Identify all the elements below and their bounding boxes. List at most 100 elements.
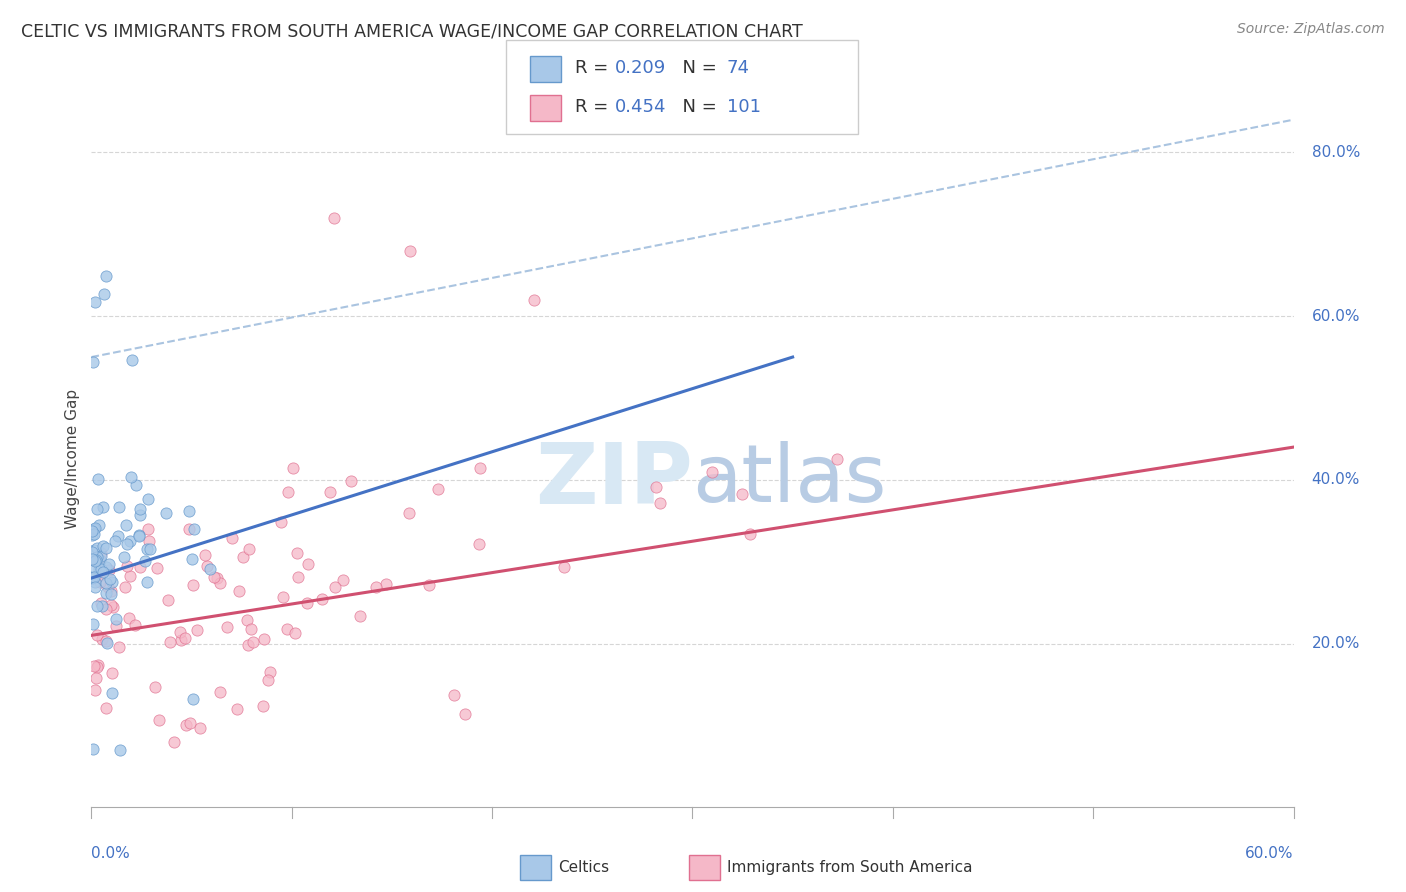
Point: [101, 665, 124, 680]
Point: [107, 529, 129, 543]
Point: [323, 211, 346, 225]
Point: [125, 478, 148, 492]
Point: [163, 735, 186, 749]
Point: [136, 491, 159, 506]
Point: [236, 614, 259, 628]
Point: [97, 557, 120, 571]
Text: CELTIC VS IMMIGRANTS FROM SOUTH AMERICA WAGE/INCOME GAP CORRELATION CHART: CELTIC VS IMMIGRANTS FROM SOUTH AMERICA …: [21, 22, 803, 40]
Text: R =: R =: [575, 98, 614, 116]
Point: [87, 562, 110, 576]
Point: [82, 570, 104, 584]
Point: [177, 503, 200, 517]
Point: [100, 598, 122, 612]
Point: [83, 522, 105, 536]
Point: [270, 515, 292, 529]
Point: [94, 586, 117, 600]
Point: [252, 699, 274, 714]
Point: [118, 533, 141, 548]
Point: [96, 576, 118, 591]
Point: [136, 541, 159, 556]
Point: [115, 559, 138, 574]
Point: [108, 500, 131, 514]
Point: [94, 541, 117, 556]
Point: [349, 609, 371, 624]
Point: [101, 686, 124, 700]
Point: [84, 553, 107, 567]
Point: [311, 592, 333, 607]
Point: [84, 520, 107, 534]
Point: [93, 286, 115, 301]
Point: [208, 575, 231, 590]
Point: [87, 552, 110, 566]
Point: [738, 526, 761, 541]
Point: [271, 590, 294, 604]
Point: [180, 551, 202, 566]
Point: [221, 532, 243, 546]
Point: [91, 632, 114, 647]
Point: [91, 500, 114, 515]
Point: [86, 657, 108, 672]
Point: [470, 460, 492, 475]
Point: [108, 743, 131, 757]
Text: ZIP: ZIP: [534, 439, 692, 522]
Point: [454, 707, 477, 722]
Point: [259, 665, 281, 679]
Point: [181, 578, 204, 592]
Point: [87, 518, 110, 533]
Point: [82, 571, 104, 585]
Point: [398, 244, 420, 258]
Point: [82, 552, 104, 566]
Point: [90, 596, 112, 610]
Point: [89, 574, 111, 589]
Text: R =: R =: [575, 59, 614, 77]
Point: [83, 543, 105, 558]
Point: [225, 702, 247, 716]
Point: [82, 742, 104, 756]
Point: [398, 506, 420, 520]
Point: [418, 578, 440, 592]
Point: [84, 671, 107, 685]
Point: [86, 472, 108, 486]
Text: 0.454: 0.454: [614, 98, 666, 116]
Text: N =: N =: [671, 59, 723, 77]
Point: [155, 506, 177, 520]
Point: [100, 584, 122, 599]
Point: [105, 619, 128, 633]
Point: [112, 550, 135, 565]
Point: [240, 622, 263, 636]
Point: [83, 574, 105, 589]
Text: 20.0%: 20.0%: [1312, 636, 1360, 651]
Point: [283, 461, 305, 475]
Point: [242, 635, 264, 649]
Point: [128, 528, 150, 542]
Point: [648, 496, 671, 510]
Text: 74: 74: [727, 59, 749, 77]
Point: [82, 354, 104, 368]
Point: [82, 544, 104, 558]
Y-axis label: Wage/Income Gap: Wage/Income Gap: [65, 389, 80, 530]
Text: 0.209: 0.209: [614, 59, 665, 77]
Point: [426, 482, 449, 496]
Point: [276, 622, 298, 636]
Point: [340, 474, 363, 488]
Text: 40.0%: 40.0%: [1312, 473, 1360, 487]
Point: [215, 620, 238, 634]
Point: [170, 632, 193, 647]
Point: [82, 524, 104, 539]
Point: [523, 293, 546, 307]
Point: [731, 487, 754, 501]
Point: [209, 684, 232, 698]
Point: [86, 541, 108, 555]
Point: [364, 580, 387, 594]
Point: [157, 593, 180, 607]
Point: [136, 574, 159, 589]
Point: [96, 602, 118, 616]
Point: [169, 624, 191, 639]
Point: [138, 534, 160, 549]
Point: [83, 527, 105, 541]
Point: [94, 701, 117, 715]
Point: [323, 580, 346, 594]
Text: Celtics: Celtics: [558, 860, 609, 874]
Point: [827, 452, 849, 467]
Point: [174, 718, 197, 732]
